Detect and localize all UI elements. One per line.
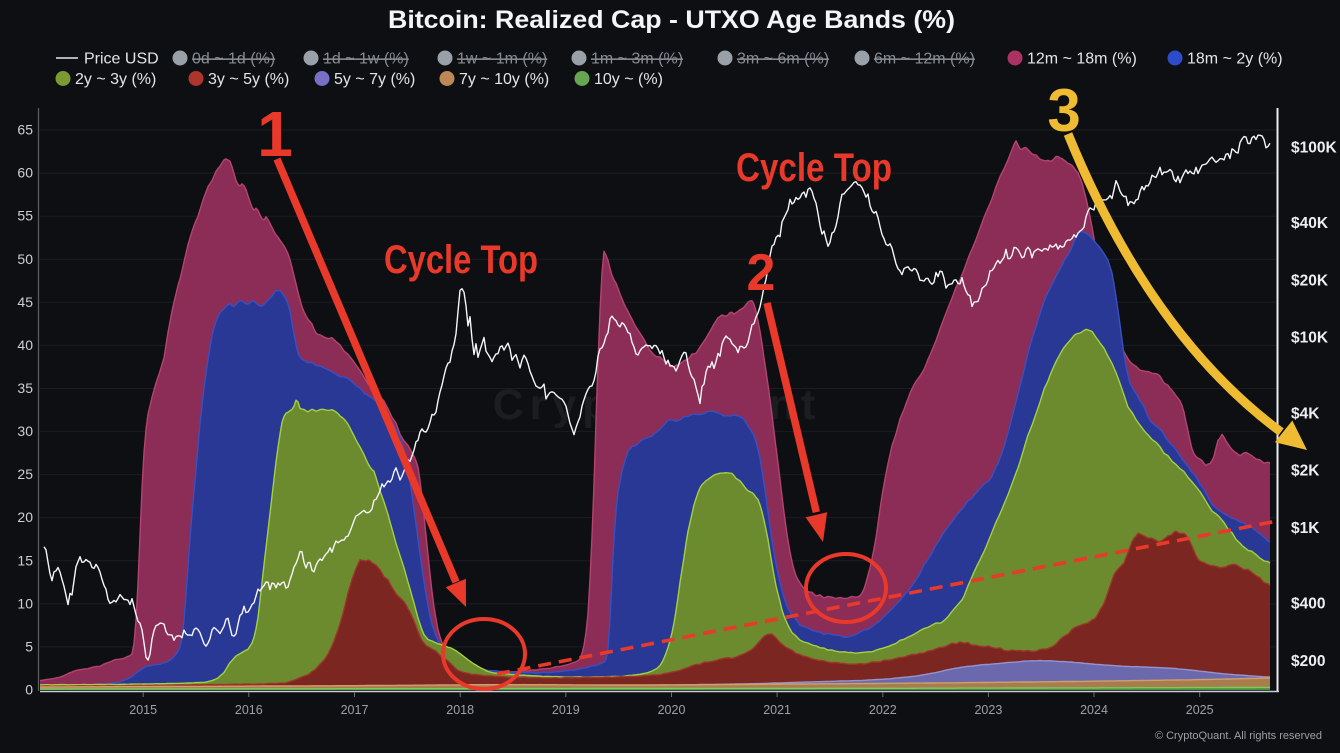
svg-text:30: 30 [17, 423, 33, 439]
svg-text:50: 50 [17, 251, 33, 267]
svg-text:20: 20 [17, 509, 33, 525]
svg-text:2021: 2021 [763, 703, 791, 717]
svg-text:0: 0 [25, 682, 33, 698]
svg-text:$40K: $40K [1291, 215, 1329, 232]
svg-text:Cycle Top: Cycle Top [384, 238, 538, 282]
svg-text:2020: 2020 [658, 703, 686, 717]
svg-text:$10K: $10K [1291, 330, 1329, 347]
svg-text:2y ~ 3y (%): 2y ~ 3y (%) [75, 71, 156, 88]
svg-text:2025: 2025 [1186, 703, 1214, 717]
svg-text:2017: 2017 [341, 703, 369, 717]
svg-text:1: 1 [257, 98, 293, 170]
svg-text:Price USD: Price USD [84, 51, 159, 68]
svg-text:$20K: $20K [1291, 272, 1329, 289]
svg-text:55: 55 [17, 208, 33, 224]
svg-text:60: 60 [17, 165, 33, 181]
svg-text:$1K: $1K [1291, 520, 1320, 537]
svg-text:2: 2 [747, 244, 776, 302]
svg-text:© CryptoQuant. All rights rese: © CryptoQuant. All rights reserved [1155, 730, 1322, 742]
svg-text:5: 5 [25, 638, 33, 654]
svg-text:35: 35 [17, 380, 33, 396]
svg-text:Cycle Top: Cycle Top [736, 146, 892, 190]
svg-text:2015: 2015 [129, 703, 157, 717]
svg-text:1d ~ 1w (%): 1d ~ 1w (%) [323, 51, 409, 68]
svg-text:12m ~ 18m (%): 12m ~ 18m (%) [1027, 51, 1137, 68]
svg-text:2024: 2024 [1080, 703, 1108, 717]
svg-text:Bitcoin: Realized Cap - UTXO A: Bitcoin: Realized Cap - UTXO Age Bands (… [388, 6, 955, 34]
svg-text:6m ~ 12m (%): 6m ~ 12m (%) [874, 51, 975, 68]
svg-text:65: 65 [17, 122, 33, 138]
svg-text:40: 40 [17, 337, 33, 353]
svg-text:$400: $400 [1291, 596, 1325, 613]
svg-text:$2K: $2K [1291, 463, 1320, 480]
svg-text:2018: 2018 [446, 703, 474, 717]
svg-text:0d ~ 1d (%): 0d ~ 1d (%) [192, 51, 275, 68]
svg-text:10y ~ (%): 10y ~ (%) [594, 71, 663, 88]
svg-text:2022: 2022 [869, 703, 897, 717]
svg-text:18m ~ 2y (%): 18m ~ 2y (%) [1187, 51, 1283, 68]
svg-text:3y ~ 5y (%): 3y ~ 5y (%) [208, 71, 289, 88]
svg-text:3m ~ 6m (%): 3m ~ 6m (%) [737, 51, 829, 68]
svg-text:1w ~ 1m (%): 1w ~ 1m (%) [457, 51, 547, 68]
svg-text:2019: 2019 [552, 703, 580, 717]
svg-text:1m ~ 3m (%): 1m ~ 3m (%) [591, 51, 683, 68]
svg-text:45: 45 [17, 294, 33, 310]
svg-text:10: 10 [17, 595, 33, 611]
svg-text:$100K: $100K [1291, 139, 1337, 156]
svg-text:2023: 2023 [974, 703, 1002, 717]
svg-text:$4K: $4K [1291, 405, 1320, 422]
svg-text:15: 15 [17, 552, 33, 568]
svg-text:3: 3 [1047, 77, 1080, 144]
svg-text:2016: 2016 [235, 703, 263, 717]
svg-text:5y ~ 7y (%): 5y ~ 7y (%) [334, 71, 415, 88]
svg-text:25: 25 [17, 466, 33, 482]
svg-text:$200: $200 [1291, 653, 1325, 670]
svg-text:7y ~ 10y (%): 7y ~ 10y (%) [459, 71, 549, 88]
